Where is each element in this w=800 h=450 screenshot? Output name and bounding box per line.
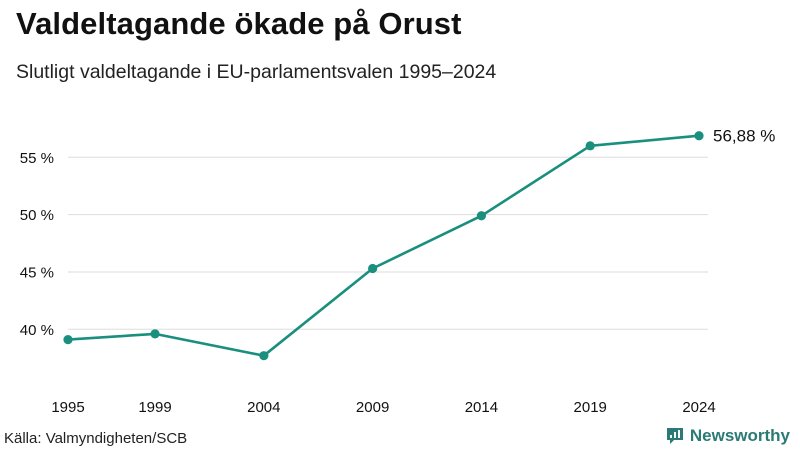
y-tick-label: 40 % [20, 322, 54, 339]
x-tick-label: 2009 [356, 399, 389, 416]
data-point-1995 [63, 335, 73, 345]
data-point-2004 [259, 351, 269, 361]
data-point-2014 [476, 211, 487, 221]
brand-name: Newsworthy [689, 426, 790, 445]
gridlines [68, 156, 708, 330]
data-point-2024 [694, 131, 704, 141]
y-tick-label: 55 % [20, 150, 54, 167]
y-axis-ticks: 40 % 45 % 50 % 55 % [20, 150, 54, 339]
data-point-2009 [368, 263, 378, 274]
source-note: Källa: Valmyndigheten/SCB [4, 430, 188, 447]
x-tick-label: 2019 [574, 399, 607, 416]
chart-title: Valdeltagande ökade på Orust [16, 6, 462, 41]
y-tick-label: 45 % [20, 264, 54, 281]
newsworthy-logo-icon [666, 428, 683, 444]
data-point-2019 [585, 141, 595, 151]
brand-mark: Newsworthy [666, 426, 790, 446]
x-tick-label: 1999 [138, 399, 171, 416]
x-tick-label: 1995 [51, 399, 84, 416]
series-valdeltagande: 56,88 % [63, 127, 775, 361]
chart-subtitle: Slutligt valdeltagande i EU-parlamentsva… [16, 61, 497, 83]
series-line [66, 134, 701, 358]
x-tick-label: 2004 [247, 399, 280, 416]
x-tick-label: 2024 [682, 399, 715, 416]
end-value-label: 56,88 % [713, 127, 775, 146]
x-axis-ticks: 1995 1999 2004 2009 2014 2019 2024 [51, 399, 715, 416]
data-point-1999 [150, 329, 160, 339]
y-tick-label: 50 % [20, 207, 54, 224]
x-tick-label: 2014 [465, 399, 498, 416]
